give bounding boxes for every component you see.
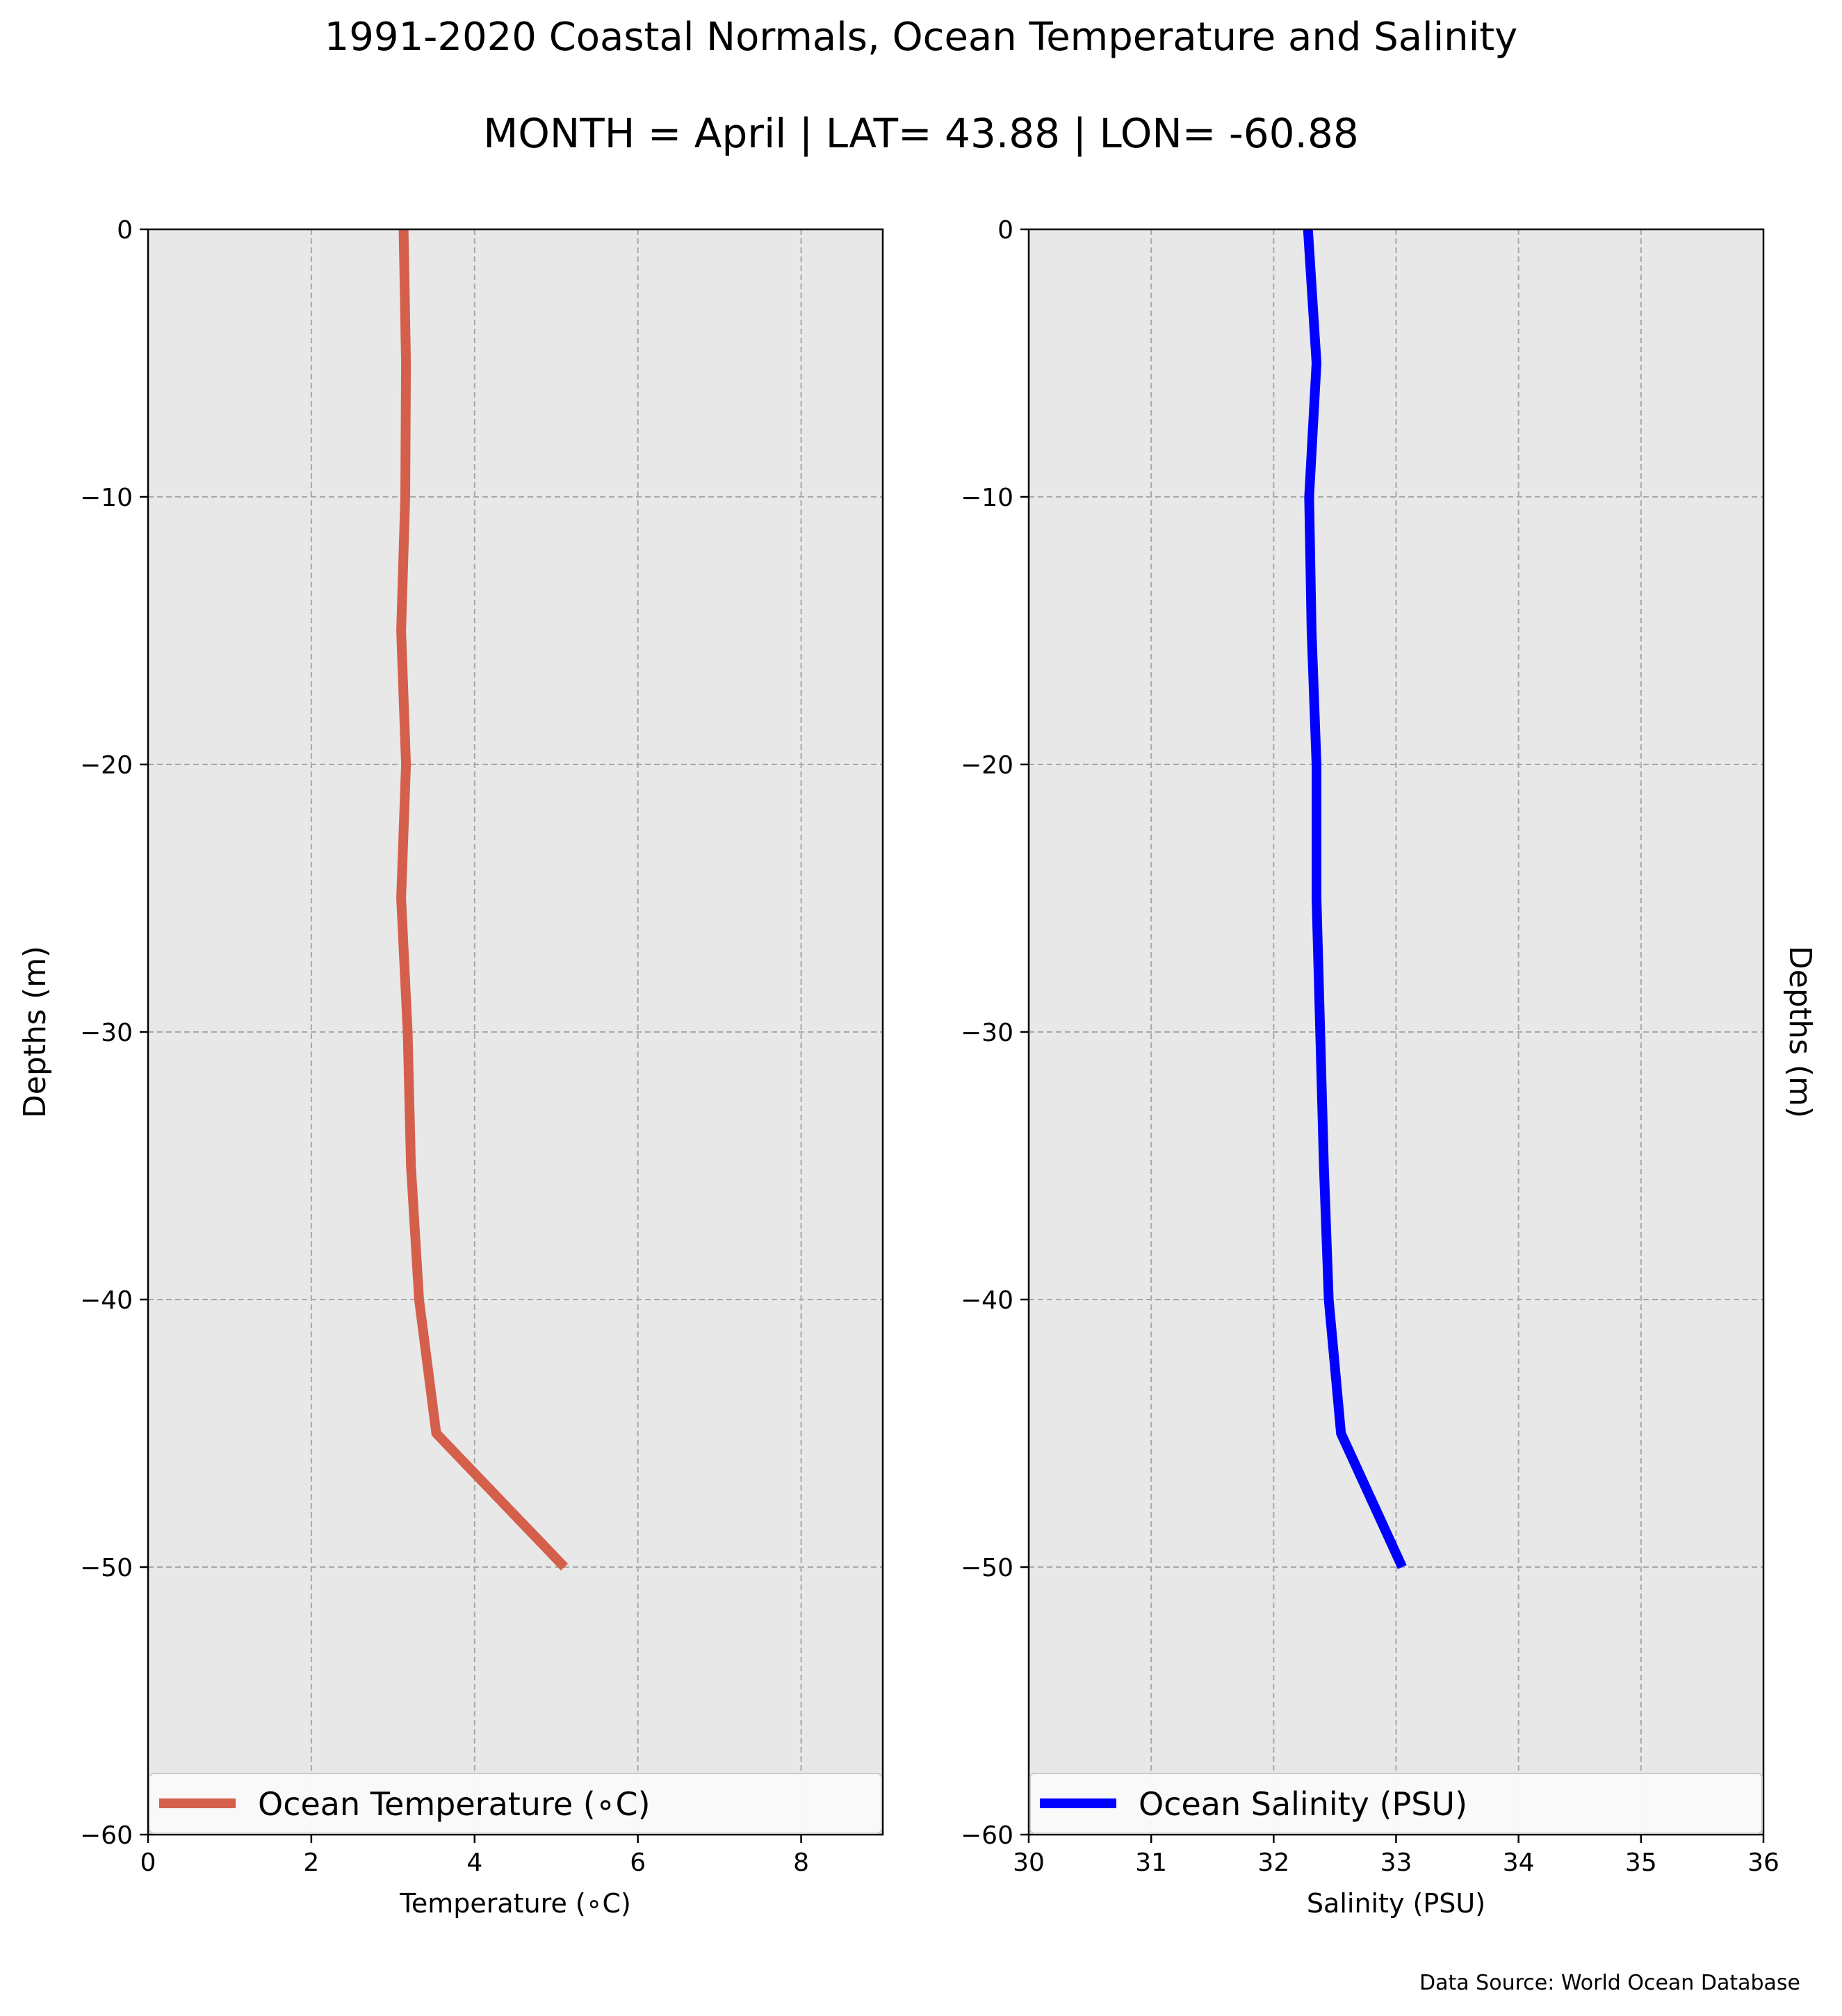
x-tick-label: 34 [1503,1849,1535,1877]
temperature-panel: 0 2 4 6 8 0 −10 −20 −30 −40 −50 −60 Temperature (∘C)… [17,216,884,1919]
legend: Ocean Salinity (PSU) [1029,1773,1763,1834]
y-tick-label: −50 [80,1554,133,1582]
x-tick-label: 8 [793,1849,809,1877]
salinity-panel: 30 31 32 33 34 35 36 0 −10 −20 −30 −40 −50 −60 Salinit… [961,216,1818,1919]
series-line [1303,229,1407,1569]
x-tick-label: 32 [1257,1849,1289,1877]
chart-title: 1991-2020 Coastal Normals, Ocean Tempera… [325,15,1518,60]
x-tick-label: 30 [1013,1849,1045,1877]
y-axis-label: Depths (m) [1782,946,1818,1118]
y-tick-label: 0 [117,216,133,245]
x-tick-label: 35 [1625,1849,1657,1877]
y-tick-label: −50 [961,1554,1013,1582]
x-tick-label: 36 [1747,1849,1779,1877]
x-tick-label: 2 [303,1849,319,1877]
y-tick-label: −20 [80,751,133,780]
y-tick-label: −30 [961,1019,1013,1047]
y-tick-label: −10 [961,484,1013,512]
x-tick-label: 31 [1135,1849,1167,1877]
x-tick-label: 4 [466,1849,482,1877]
y-tick-label: −60 [961,1821,1013,1850]
y-axis-label: Depths (m) [17,946,53,1118]
x-axis-label: Temperature (∘C) [399,1888,631,1919]
y-tick-label: −40 [80,1286,133,1315]
data-source-note: Data Source: World Ocean Database [1419,1971,1800,1995]
y-tick-label: −20 [961,751,1013,780]
y-tick-label: 0 [997,216,1013,245]
chart-subtitle: MONTH = April | LAT= 43.88 | LON= -60.88 [483,110,1359,157]
series-line [396,229,569,1571]
legend-box [1029,1773,1763,1834]
legend-label: Ocean Temperature (∘C) [258,1785,651,1823]
x-axis-label: Salinity (PSU) [1307,1888,1485,1919]
legend: Ocean Temperature (∘C) [149,1773,882,1834]
x-tick-label: 6 [630,1849,646,1877]
y-tick-label: −40 [961,1286,1013,1315]
y-tick-label: −60 [80,1821,133,1850]
y-tick-label: −10 [80,484,133,512]
legend-label: Ocean Salinity (PSU) [1139,1785,1467,1823]
legend-box [149,1773,882,1834]
y-tick-label: −30 [80,1019,133,1047]
x-tick-label: 33 [1380,1849,1412,1877]
x-tick-label: 0 [140,1849,156,1877]
